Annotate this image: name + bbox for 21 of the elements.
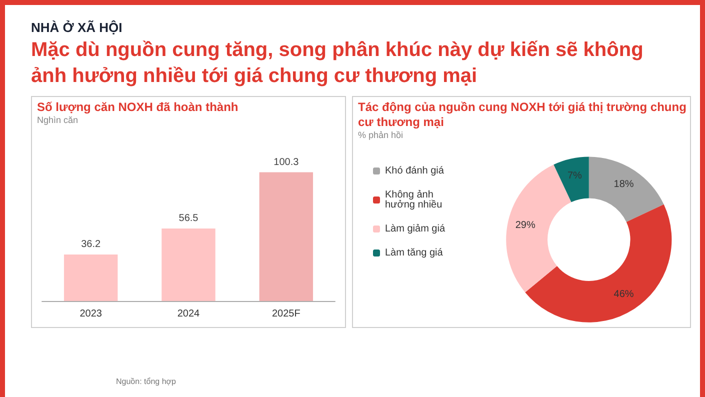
- data-label: 36.2: [81, 239, 101, 250]
- chart-title: Tác động của nguồn cung NOXH tới giá thị trường chung cư thương mại: [358, 100, 688, 130]
- data-label: 100.3: [274, 156, 300, 168]
- text: Nguồn: tổng hợp: [116, 377, 176, 386]
- data-label: 56.5: [178, 212, 199, 224]
- data-label: 29%: [515, 220, 536, 231]
- data-label: 7%: [567, 170, 582, 182]
- legend-label: Khó đánh giá: [385, 166, 444, 176]
- x-tick-label: 2025F: [272, 308, 300, 320]
- chart-subtitle: Nghìn căn: [37, 115, 78, 125]
- data-label: 18%: [614, 179, 634, 190]
- data-label: 46%: [614, 289, 634, 300]
- chart-title: Số lượng căn NOXH đã hoàn thành: [37, 100, 238, 115]
- text: NHÀ Ở XÃ HỘI: [31, 20, 122, 35]
- x-tick-label: 2023: [80, 308, 102, 320]
- chart-subtitle: % phản hồi: [358, 130, 404, 140]
- legend-label: Không ảnh hưởng nhiều: [385, 190, 442, 210]
- x-tick-label: 2024: [177, 308, 200, 320]
- text: Mặc dù nguồn cung tăng, song phân khúc này dự kiến sẽ không ảnh hưởng nhiều tới giá chung cư thương mại: [31, 38, 644, 89]
- legend-label: Làm giảm giá: [385, 224, 446, 234]
- legend-label: Làm tăng giá: [385, 248, 444, 258]
